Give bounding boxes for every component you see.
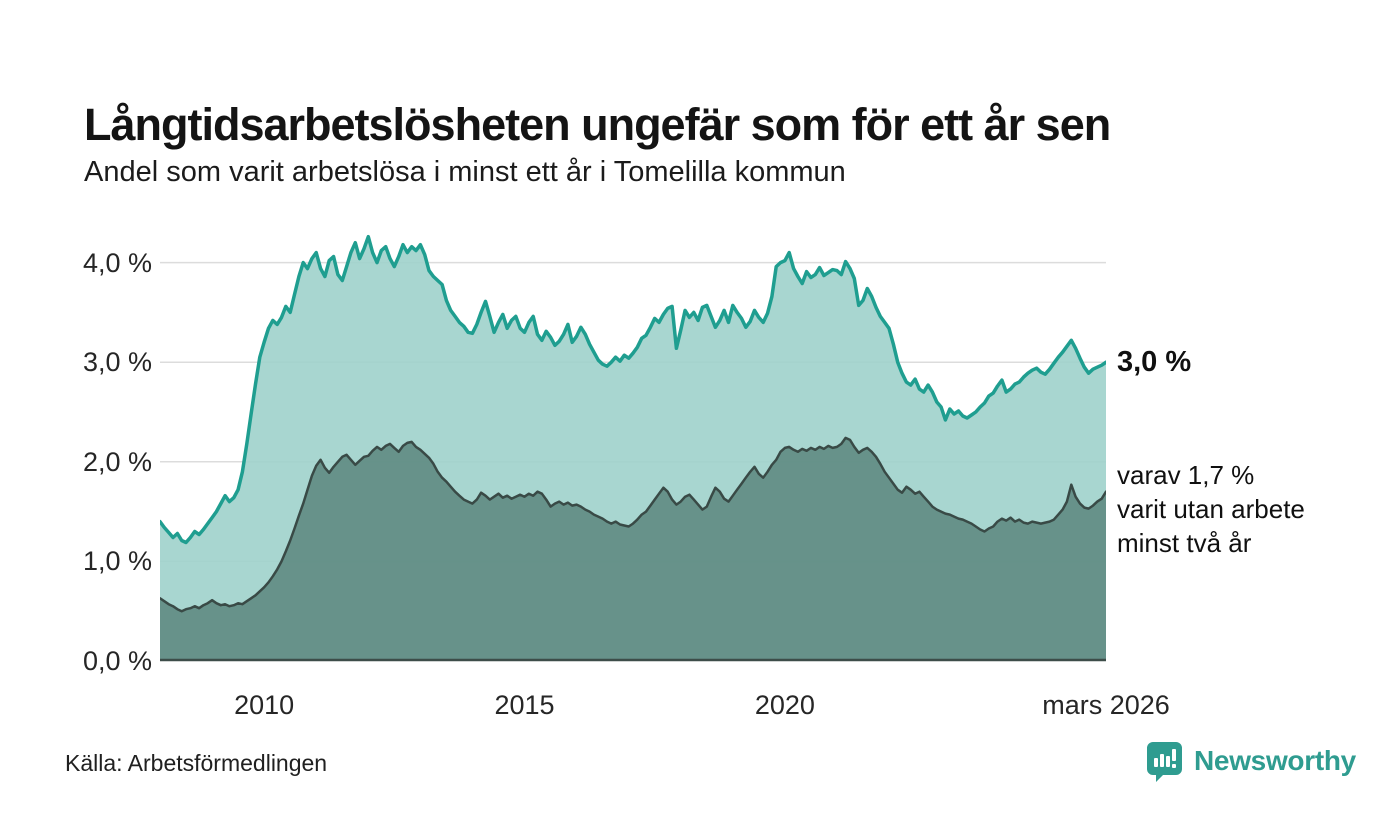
brand-lockup: Newsworthy	[1146, 741, 1356, 788]
y-tick-label: 1,0 %	[82, 546, 152, 577]
y-tick-label: 0,0 %	[82, 646, 152, 676]
x-tick-label: mars 2026	[1042, 690, 1170, 720]
annotation-line: varit utan arbete	[1117, 494, 1305, 524]
source-caption: Källa: Arbetsförmedlingen	[65, 750, 328, 776]
x-tick-label: 2010	[234, 690, 295, 720]
y-tick-label: 3,0 %	[82, 347, 152, 378]
annotation-line: varav 1,7 %	[1117, 460, 1255, 490]
brand-wordmark: Newsworthy	[1194, 745, 1356, 776]
x-tick-label: 2015	[494, 690, 555, 720]
x-tick-label: 2020	[754, 690, 815, 720]
latest-value-label: 3,0 %	[1117, 346, 1192, 378]
y-tick-label: 4,0 %	[82, 247, 152, 278]
secondary-series-annotation: varav 1,7 % varit utan arbete minst två år	[1117, 458, 1305, 560]
chart-plot-canvas	[160, 234, 1106, 662]
annotation-line: minst två år	[1117, 528, 1252, 558]
series-line	[160, 436, 1106, 613]
newsworthy-logo-icon	[1146, 741, 1183, 788]
y-tick-label: 2,0 %	[82, 446, 152, 477]
series-area	[160, 437, 1106, 661]
page-title: Långtidsarbetslösheten ungefär som för e…	[84, 99, 1111, 151]
series-line	[160, 234, 1106, 545]
page-subtitle: Andel som varit arbetslösa i minst ett å…	[84, 156, 846, 188]
